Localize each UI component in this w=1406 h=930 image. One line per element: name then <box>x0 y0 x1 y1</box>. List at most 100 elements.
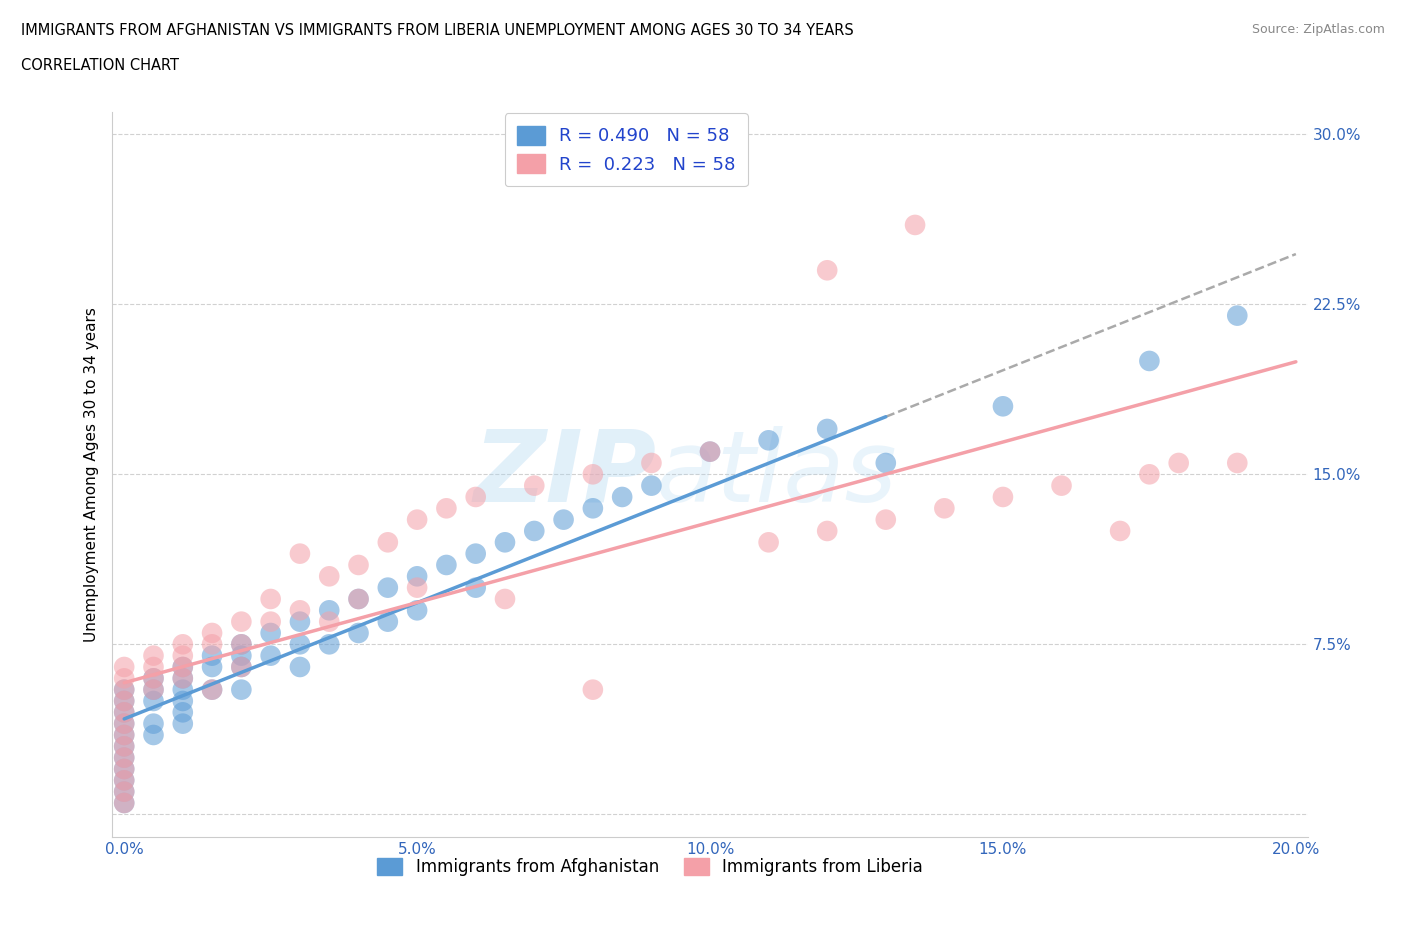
Point <box>172 705 194 720</box>
Point <box>112 727 135 742</box>
Point <box>318 603 340 618</box>
Point <box>758 432 780 447</box>
Point <box>699 445 721 459</box>
Point <box>201 659 224 674</box>
Point <box>172 694 194 709</box>
Point <box>112 784 135 799</box>
Point <box>112 751 135 765</box>
Point <box>377 580 399 595</box>
Point <box>260 591 283 606</box>
Point <box>231 659 253 674</box>
Point <box>142 671 165 685</box>
Legend: Immigrants from Afghanistan, Immigrants from Liberia: Immigrants from Afghanistan, Immigrants … <box>371 852 929 883</box>
Text: Source: ZipAtlas.com: Source: ZipAtlas.com <box>1251 23 1385 36</box>
Point <box>172 659 194 674</box>
Point <box>875 512 897 527</box>
Point <box>142 683 165 698</box>
Point <box>201 683 224 698</box>
Point <box>172 683 194 698</box>
Point <box>523 478 546 493</box>
Point <box>582 501 605 516</box>
Point <box>112 716 135 731</box>
Point <box>1139 467 1161 482</box>
Point <box>142 683 165 698</box>
Point <box>142 648 165 663</box>
Point <box>112 694 135 709</box>
Point <box>758 535 780 550</box>
Point <box>260 614 283 629</box>
Point <box>142 659 165 674</box>
Point <box>406 603 429 618</box>
Point <box>201 648 224 663</box>
Point <box>377 614 399 629</box>
Point <box>1226 308 1249 323</box>
Point <box>260 648 283 663</box>
Point <box>640 456 662 471</box>
Point <box>142 694 165 709</box>
Point <box>991 489 1014 504</box>
Point <box>582 467 605 482</box>
Point <box>172 637 194 652</box>
Point <box>112 727 135 742</box>
Point <box>172 648 194 663</box>
Point <box>201 626 224 641</box>
Point <box>815 263 838 278</box>
Point <box>494 535 516 550</box>
Point <box>112 694 135 709</box>
Point <box>112 716 135 731</box>
Text: CORRELATION CHART: CORRELATION CHART <box>21 58 179 73</box>
Point <box>172 671 194 685</box>
Point <box>464 489 486 504</box>
Point <box>112 784 135 799</box>
Point <box>231 614 253 629</box>
Point <box>699 445 721 459</box>
Point <box>288 614 311 629</box>
Text: atlas: atlas <box>657 426 898 523</box>
Point <box>288 659 311 674</box>
Point <box>112 751 135 765</box>
Point <box>815 524 838 538</box>
Point <box>112 738 135 753</box>
Point <box>112 659 135 674</box>
Point <box>231 683 253 698</box>
Point <box>347 591 370 606</box>
Point <box>260 626 283 641</box>
Point <box>288 637 311 652</box>
Point <box>318 614 340 629</box>
Point <box>406 569 429 584</box>
Point <box>112 773 135 788</box>
Point <box>991 399 1014 414</box>
Point <box>347 558 370 573</box>
Point <box>142 716 165 731</box>
Point <box>172 659 194 674</box>
Point <box>1167 456 1189 471</box>
Point <box>553 512 575 527</box>
Point <box>231 637 253 652</box>
Point <box>377 535 399 550</box>
Point <box>406 580 429 595</box>
Text: ZIP: ZIP <box>474 426 657 523</box>
Point <box>640 478 662 493</box>
Point <box>201 683 224 698</box>
Point <box>231 648 253 663</box>
Point <box>1139 353 1161 368</box>
Point <box>347 591 370 606</box>
Point <box>464 546 486 561</box>
Point <box>318 637 340 652</box>
Point <box>112 683 135 698</box>
Point <box>347 626 370 641</box>
Point <box>406 512 429 527</box>
Point <box>142 671 165 685</box>
Point <box>934 501 956 516</box>
Point <box>1109 524 1132 538</box>
Point <box>231 659 253 674</box>
Point <box>172 716 194 731</box>
Point <box>494 591 516 606</box>
Point <box>1050 478 1073 493</box>
Point <box>201 637 224 652</box>
Point <box>612 489 634 504</box>
Point <box>464 580 486 595</box>
Point <box>112 762 135 777</box>
Point <box>172 671 194 685</box>
Point <box>112 683 135 698</box>
